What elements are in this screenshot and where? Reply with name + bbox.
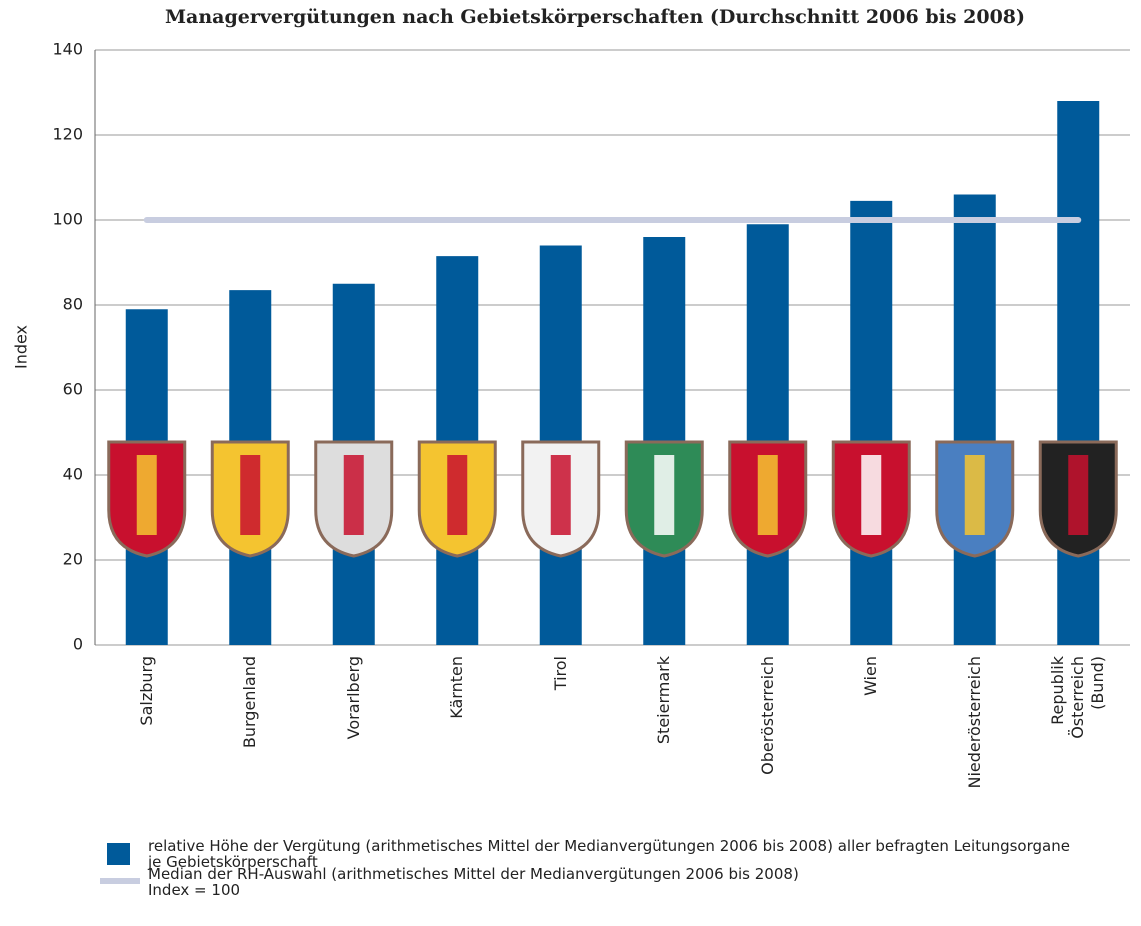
x-tick-label: Vorarlberg xyxy=(343,656,363,740)
x-tick-label: Republik Österreich (Bund) xyxy=(1048,656,1108,739)
y-tick-label: 60 xyxy=(63,380,83,399)
x-tick-label: Kärnten xyxy=(447,656,467,719)
bar xyxy=(850,200,893,645)
y-tick-label: 140 xyxy=(52,40,83,59)
y-tick-label: 120 xyxy=(52,125,83,144)
bar xyxy=(1057,101,1100,645)
y-tick-label: 0 xyxy=(73,635,83,654)
coat-of-arms-detail xyxy=(861,455,882,535)
coat-of-arms-detail xyxy=(136,455,157,535)
bar xyxy=(953,194,996,645)
x-tick-label: Wien xyxy=(861,656,881,696)
x-tick-label: Niederösterreich xyxy=(964,656,984,789)
x-tick-label: Oberösterreich xyxy=(757,656,777,775)
y-tick-label: 100 xyxy=(52,210,83,229)
y-tick-label: 20 xyxy=(63,550,83,569)
x-tick-label: Burgenland xyxy=(240,656,260,749)
coat-of-arms-detail xyxy=(964,455,985,535)
coat-of-arms-detail xyxy=(1068,455,1089,535)
coat-of-arms-detail xyxy=(654,455,675,535)
x-tick-label: Tirol xyxy=(550,656,570,691)
legend-label: relative Höhe der Vergütung (arithmetisc… xyxy=(148,837,1070,871)
x-tick-label: Steiermark xyxy=(654,656,674,745)
coat-of-arms-detail xyxy=(240,455,261,535)
coat-of-arms-detail xyxy=(550,455,571,535)
bar xyxy=(746,224,789,645)
coat-of-arms-detail xyxy=(757,455,778,535)
y-axis-label: Index xyxy=(12,325,31,369)
legend-swatch xyxy=(107,843,130,865)
chart-title: Managervergütungen nach Gebietskörpersch… xyxy=(165,6,1025,28)
x-tick-label: Salzburg xyxy=(136,656,156,726)
y-tick-label: 40 xyxy=(63,465,83,484)
coat-of-arms-detail xyxy=(343,455,364,535)
legend-label: Median der RH-Auswahl (arithmetisches Mi… xyxy=(148,865,799,899)
y-tick-label: 80 xyxy=(63,295,83,314)
coat-of-arms-detail xyxy=(447,455,468,535)
